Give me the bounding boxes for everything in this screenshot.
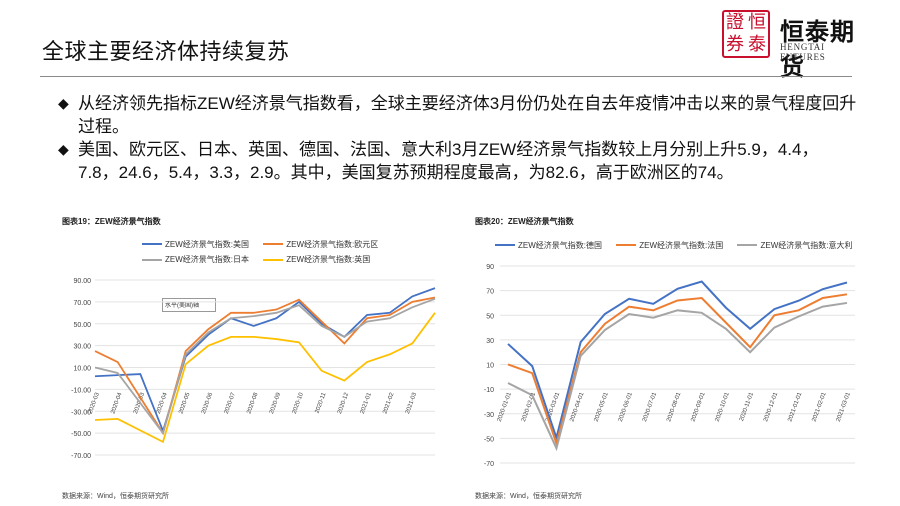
x-tick-label: 2020-05-01	[594, 391, 610, 423]
y-tick-label: 10.00	[73, 366, 91, 373]
x-tick-label: 2020-08-01	[666, 391, 682, 423]
bullet-item: ◆ 美国、欧元区、日本、英国、德国、法国、意大利3月ZEW经济景气指数较上月分别…	[58, 140, 819, 182]
x-tick-label: 2020-11-01	[739, 391, 755, 422]
y-tick-label: 10	[486, 363, 494, 370]
series-line	[507, 293, 848, 447]
bullet-list: ◆ 从经济领先指标ZEW经济景气指数看，全球主要经济体3月份仍处在自去年疫情冲击…	[58, 92, 858, 184]
y-tick-label: 50.00	[73, 322, 91, 329]
brand-name-en: HENGTAI FUTURES	[780, 42, 826, 62]
y-tick-label: -30.00	[71, 409, 91, 416]
chart1-legend: ZEW经济景气指数:美国 ZEW经济景气指数:欧元区 ZEW经济景气指数:日本 …	[142, 238, 402, 265]
chart2-title: 图表20：ZEW经济景气指数	[475, 217, 574, 226]
y-tick-label: -50	[484, 436, 494, 443]
diamond-bullet-icon: ◆	[58, 95, 69, 111]
y-tick-label: -10	[484, 387, 494, 394]
legend-item: ZEW经济景气指数:意大利	[737, 240, 852, 251]
y-tick-label: 30	[486, 338, 494, 345]
chart1-plot: 90.00 70.00 50.00 30.00 10.00 -10.00 -30.00 -50…	[71, 278, 436, 460]
chart2-plot: 90 70 50 30 10 -10 -30 -50 -70 2020-01-01 2020-02-…	[484, 264, 855, 468]
x-tick-label: 2020-12-01	[763, 391, 779, 423]
x-tick-label: 2020-01-01	[497, 391, 513, 423]
x-tick-label: 2020-04-01	[569, 391, 585, 423]
legend-item: ZEW经济景气指数:美国	[142, 239, 249, 250]
x-tick-label: 2020-06-01	[618, 391, 634, 423]
chart2-source: 数据来源：Wind，恒泰期货研究所	[475, 493, 582, 500]
y-tick-label: -70	[484, 461, 494, 468]
series-line	[94, 297, 436, 436]
legend-item: ZEW经济景气指数:欧元区	[263, 239, 378, 250]
x-tick-label: 2021-02-01	[812, 391, 828, 423]
seal-icon: 證恒 券泰	[722, 10, 770, 58]
legend-item: ZEW经济景气指数:英国	[263, 254, 370, 265]
legend-item: ZEW经济景气指数:日本	[142, 254, 249, 265]
diamond-bullet-icon: ◆	[58, 141, 69, 157]
chart1-source: 数据来源：Wind，恒泰期货研究所	[62, 493, 169, 500]
x-tick-label: 2020-02-01	[521, 391, 537, 423]
y-tick-label: 50	[486, 313, 494, 320]
y-tick-label: 90	[486, 264, 494, 271]
x-tick-label: 2021-01-01	[787, 391, 803, 423]
header-divider	[40, 76, 852, 77]
x-tick-label: 2020-10-01	[715, 391, 731, 423]
y-tick-label: -10.00	[71, 387, 91, 394]
y-tick-label: -50.00	[71, 431, 91, 438]
legend-item: ZEW经济景气指数:德国	[495, 240, 602, 251]
y-tick-label: 90.00	[73, 278, 91, 285]
brand-name: 恒泰期货	[780, 19, 855, 81]
chart1-title: 图表19：ZEW经济景气指数	[62, 217, 161, 226]
x-tick-label: 2020-07-01	[642, 391, 658, 423]
y-tick-label: -70.00	[71, 453, 91, 460]
series-line	[507, 280, 848, 442]
legend-item: ZEW经济景气指数:法国	[616, 240, 723, 251]
series-line	[94, 312, 436, 444]
bullet-item: ◆ 从经济领先指标ZEW经济景气指数看，全球主要经济体3月份仍处在自去年疫情冲击…	[58, 94, 857, 136]
y-tick-label: -30	[484, 412, 494, 419]
slide-title: 全球主要经济体持续复苏	[42, 39, 290, 64]
x-tick-label: 2021-03-01	[836, 391, 852, 423]
y-tick-label: 70.00	[73, 300, 91, 307]
series-line	[507, 301, 848, 452]
chart2-legend: ZEW经济景气指数:德国 ZEW经济景气指数:法国 ZEW经济景气指数:意大利	[495, 239, 875, 251]
y-tick-label: 70	[486, 289, 494, 296]
company-logo: 證恒 券泰 恒泰期货 HENGTAI FUTURES	[722, 10, 872, 81]
x-tick-label: 2020-09-01	[690, 391, 706, 423]
y-tick-label: 30.00	[73, 344, 91, 351]
